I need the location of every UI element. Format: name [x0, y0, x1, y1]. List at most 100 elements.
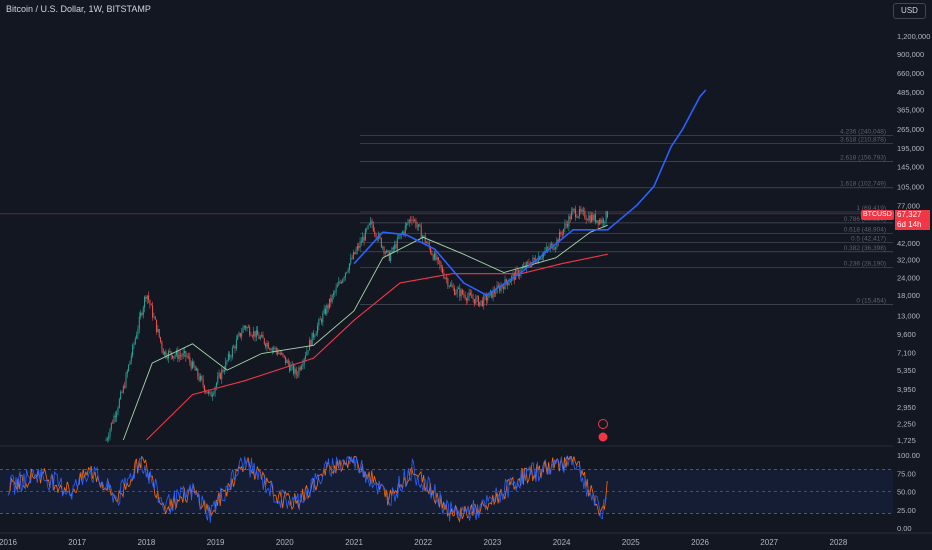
candle-body — [340, 282, 342, 283]
candle-body — [186, 356, 188, 358]
candle-body — [150, 304, 152, 306]
candle-body — [138, 316, 140, 330]
candle-body — [314, 335, 316, 338]
candle-body — [386, 250, 388, 253]
candle-body — [215, 382, 217, 388]
event-flash-icon — [598, 419, 608, 429]
candle-body — [294, 368, 296, 374]
candle-body — [456, 288, 458, 293]
candle-body — [105, 440, 107, 441]
candle-body — [422, 235, 424, 239]
candle-body — [153, 316, 155, 318]
candle-body — [399, 234, 401, 238]
candle-body — [217, 376, 219, 383]
candle-body — [524, 265, 526, 269]
candle-body — [116, 412, 118, 418]
candle-body — [404, 225, 406, 234]
candle-body — [335, 287, 337, 292]
candle-body — [110, 422, 112, 430]
candle-body — [152, 305, 154, 318]
candle-body — [495, 293, 497, 294]
candle-body — [527, 262, 529, 264]
candle-body — [290, 365, 292, 371]
candle-body — [238, 332, 240, 336]
candle-body — [213, 393, 215, 395]
candle-body — [564, 223, 566, 230]
candle-body — [588, 215, 590, 221]
candle-body — [408, 219, 410, 223]
candle-body — [440, 265, 442, 268]
candle-body — [579, 208, 581, 216]
candle-body — [254, 331, 256, 338]
candle-body — [500, 285, 502, 292]
candle-body — [230, 356, 232, 358]
candle-body — [366, 228, 368, 230]
price-axis-tick: 485,000 — [897, 88, 924, 97]
candle-body — [141, 313, 143, 315]
candle-body — [299, 367, 301, 370]
candle-body — [460, 289, 462, 297]
candle-body — [285, 356, 287, 364]
candle-body — [134, 338, 136, 344]
candle-body — [383, 246, 385, 254]
candle-body — [317, 325, 319, 334]
candle-body — [246, 326, 248, 329]
candle-body — [475, 297, 477, 304]
candle-body — [133, 343, 135, 345]
candle-body — [590, 214, 592, 222]
candle-body — [124, 386, 126, 388]
symbol-tag: BTCUSD — [861, 210, 894, 220]
candle-body — [311, 332, 313, 346]
candle-body — [194, 366, 196, 371]
candle-body — [431, 252, 433, 255]
ma-slow-line — [146, 253, 608, 441]
price-axis-tick: 42,000 — [897, 239, 920, 248]
time-axis-tick: 2027 — [760, 538, 778, 547]
candle-body — [516, 270, 518, 271]
candle-body — [322, 313, 324, 323]
candle-body — [128, 364, 130, 371]
fib-level-label: 0.618 (48,904) — [844, 227, 886, 234]
candle-body — [293, 364, 295, 374]
candle-body — [584, 210, 586, 219]
candle-body — [231, 347, 233, 357]
candle-body — [374, 231, 376, 234]
candle-body — [551, 243, 553, 246]
candle-body — [182, 352, 184, 357]
candle-body — [388, 252, 390, 261]
price-axis-tick: 32,000 — [897, 256, 920, 265]
candle-body — [173, 356, 175, 359]
candle-body — [347, 270, 349, 272]
candle-body — [561, 233, 563, 235]
candle-body — [391, 247, 393, 254]
candle-body — [218, 373, 220, 377]
price-axis-tick: 9,600 — [897, 330, 916, 339]
candle-body — [394, 244, 396, 250]
candle-body — [576, 217, 578, 218]
candle-body — [507, 282, 509, 286]
candle-body — [130, 355, 132, 362]
candle-body — [350, 257, 352, 264]
candle-body — [132, 344, 134, 356]
candle-body — [605, 211, 607, 222]
candle-body — [174, 355, 176, 357]
candle-body — [596, 220, 598, 223]
candle-body — [571, 211, 573, 220]
candle-body — [239, 332, 241, 337]
candle-body — [247, 326, 249, 328]
candle-body — [473, 299, 475, 304]
time-axis-tick: 2022 — [414, 538, 432, 547]
currency-button[interactable]: USD — [893, 3, 926, 19]
candle-body — [237, 335, 239, 340]
candle-body — [589, 215, 591, 222]
candle-body — [505, 279, 507, 283]
candle-body — [504, 279, 506, 290]
candle-body — [509, 280, 511, 283]
candle-body — [444, 277, 446, 279]
candle-body — [598, 219, 600, 225]
candle-body — [489, 290, 491, 293]
candle-body — [428, 242, 430, 248]
candle-body — [185, 351, 187, 357]
